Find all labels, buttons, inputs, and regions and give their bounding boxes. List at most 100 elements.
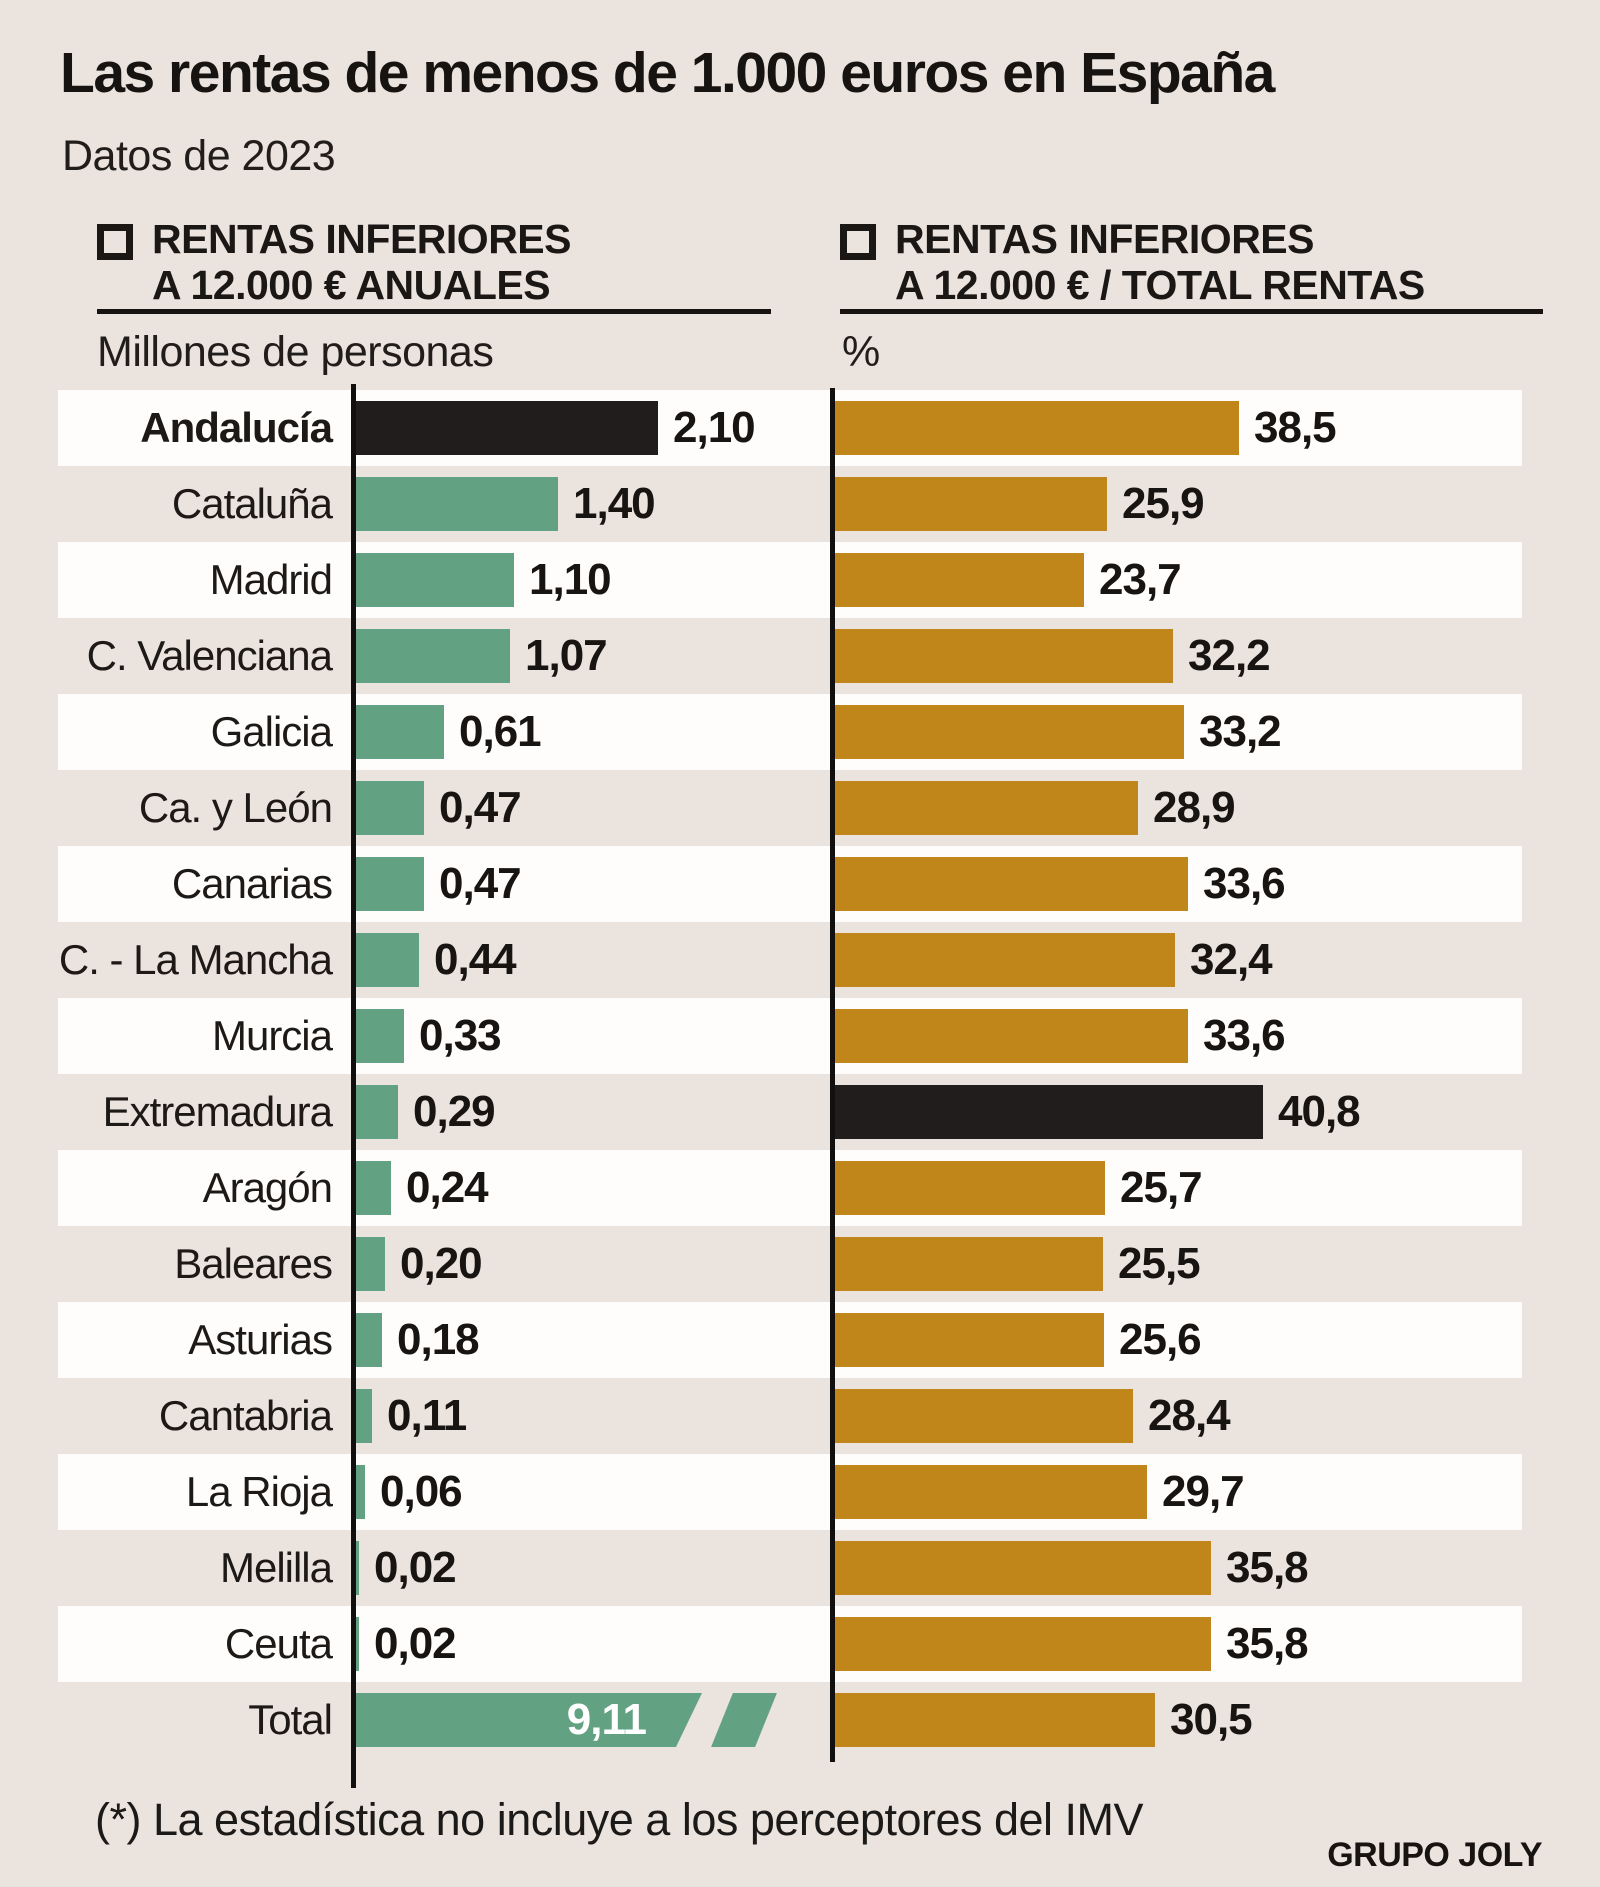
chart-row: Galicia 0,61 33,2 [58, 694, 1522, 770]
region-label: C. - La Mancha [58, 936, 333, 983]
right-bar [835, 781, 1138, 835]
chart-row: Asturias 0,18 25,6 [58, 1302, 1522, 1378]
legend-right-line1: RENTAS INFERIORES [895, 216, 1315, 262]
right-value-label: 25,9 [1122, 479, 1205, 528]
bar-chart: Andalucía 2,10 38,5 Cataluña 1,40 25,9 Madrid 1… [58, 390, 1522, 1758]
broken-bar-main: 9,11 [356, 1693, 702, 1747]
right-bar [835, 857, 1188, 911]
left-bar [356, 1617, 359, 1671]
axis-unit-left: Millones de personas [97, 328, 494, 376]
right-value-label: 25,5 [1118, 1239, 1201, 1288]
right-bar [835, 1693, 1155, 1747]
chart-row: Extremadura 0,29 40,8 [58, 1074, 1522, 1150]
legend-square-icon [97, 224, 133, 260]
right-bar [835, 629, 1173, 683]
chart-row: Murcia 0,33 33,6 [58, 998, 1522, 1074]
chart-row: Melilla 0,02 35,8 [58, 1530, 1522, 1606]
right-bar [835, 1161, 1105, 1215]
right-bar [835, 401, 1239, 455]
left-bar [356, 629, 510, 683]
left-value-label: 0,06 [380, 1467, 463, 1516]
region-label: Canarias [171, 860, 333, 907]
right-value-label: 35,8 [1226, 1619, 1309, 1668]
left-value-label: 1,40 [573, 479, 656, 528]
chart-row: La Rioja 0,06 29,7 [58, 1454, 1522, 1530]
right-value-label: 35,8 [1226, 1543, 1309, 1592]
chart-row: C. Valenciana 1,07 32,2 [58, 618, 1522, 694]
legend-square-icon [840, 224, 876, 260]
legend-right-label: RENTAS INFERIORES A 12.000 € / TOTAL REN… [895, 216, 1555, 308]
left-bar [356, 477, 558, 531]
axis-unit-right: % [842, 328, 880, 376]
left-bar [356, 1161, 391, 1215]
left-value-label: 0,33 [419, 1011, 502, 1060]
right-axis-line [830, 388, 835, 1762]
left-bar [356, 1237, 385, 1291]
chart-row: Ceuta 0,02 35,8 [58, 1606, 1522, 1682]
right-value-label: 29,7 [1162, 1467, 1245, 1516]
right-value-label: 28,4 [1148, 1391, 1231, 1440]
right-bar [835, 1389, 1133, 1443]
left-bar [356, 1541, 359, 1595]
legend-right-line2: A 12.000 € / TOTAL RENTAS [895, 262, 1425, 308]
chart-row: Cantabria 0,11 28,4 [58, 1378, 1522, 1454]
left-bar [356, 553, 514, 607]
left-value-label: 0,47 [439, 859, 522, 908]
left-bar [356, 857, 424, 911]
region-label: Andalucía [140, 404, 333, 451]
left-value-label: 0,24 [406, 1163, 489, 1212]
broken-bar-piece [711, 1693, 777, 1747]
left-bar [356, 1313, 382, 1367]
region-label: Madrid [209, 556, 333, 603]
region-label: Melilla [219, 1544, 333, 1591]
left-bar [356, 933, 419, 987]
left-value-label: 0,47 [439, 783, 522, 832]
chart-row: Cataluña 1,40 25,9 [58, 466, 1522, 542]
left-value-label: 0,02 [374, 1619, 457, 1668]
left-bar [356, 1009, 404, 1063]
legend-left-label: RENTAS INFERIORES A 12.000 € ANUALES [152, 216, 812, 308]
right-bar [835, 705, 1184, 759]
region-label: Murcia [211, 1012, 333, 1059]
region-label: Cataluña [171, 480, 333, 527]
region-label: Cantabria [158, 1392, 333, 1439]
right-bar [835, 1465, 1147, 1519]
right-value-label: 23,7 [1099, 555, 1182, 604]
left-value-label: 0,20 [400, 1239, 483, 1288]
left-value-label: 0,11 [387, 1391, 467, 1440]
right-value-label: 30,5 [1170, 1695, 1253, 1744]
page-subtitle: Datos de 2023 [62, 132, 336, 180]
right-bar [835, 553, 1084, 607]
region-label: Galicia [210, 708, 333, 755]
region-label: Baleares [174, 1240, 333, 1287]
left-bar [356, 1085, 398, 1139]
left-bar [356, 1389, 372, 1443]
left-value-label: 1,10 [529, 555, 612, 604]
left-bar [356, 1465, 365, 1519]
right-value-label: 33,2 [1199, 707, 1282, 756]
left-value-label: 0,29 [413, 1087, 496, 1136]
right-bar [835, 1313, 1104, 1367]
right-bar [835, 1237, 1103, 1291]
chart-row: Baleares 0,20 25,5 [58, 1226, 1522, 1302]
page-title: Las rentas de menos de 1.000 euros en Es… [60, 41, 1275, 105]
region-label: Asturias [188, 1316, 333, 1363]
chart-row: Andalucía 2,10 38,5 [58, 390, 1522, 466]
region-label: Total [248, 1696, 333, 1743]
right-bar [835, 1541, 1211, 1595]
left-value-label: 0,18 [397, 1315, 480, 1364]
region-label: C. Valenciana [86, 632, 333, 679]
right-value-label: 25,7 [1120, 1163, 1203, 1212]
right-value-label: 38,5 [1254, 403, 1337, 452]
right-bar [835, 1617, 1211, 1671]
right-bar [835, 1085, 1263, 1139]
left-bar [356, 401, 658, 455]
right-bar [835, 933, 1175, 987]
credit: GRUPO JOLY [1327, 1836, 1542, 1874]
right-value-label: 25,6 [1119, 1315, 1202, 1364]
legend-underline-left [97, 309, 771, 314]
footnote: (*) La estadística no incluye a los perc… [95, 1794, 1144, 1845]
right-value-label: 40,8 [1278, 1087, 1361, 1136]
legend-left-line1: RENTAS INFERIORES [152, 216, 572, 262]
